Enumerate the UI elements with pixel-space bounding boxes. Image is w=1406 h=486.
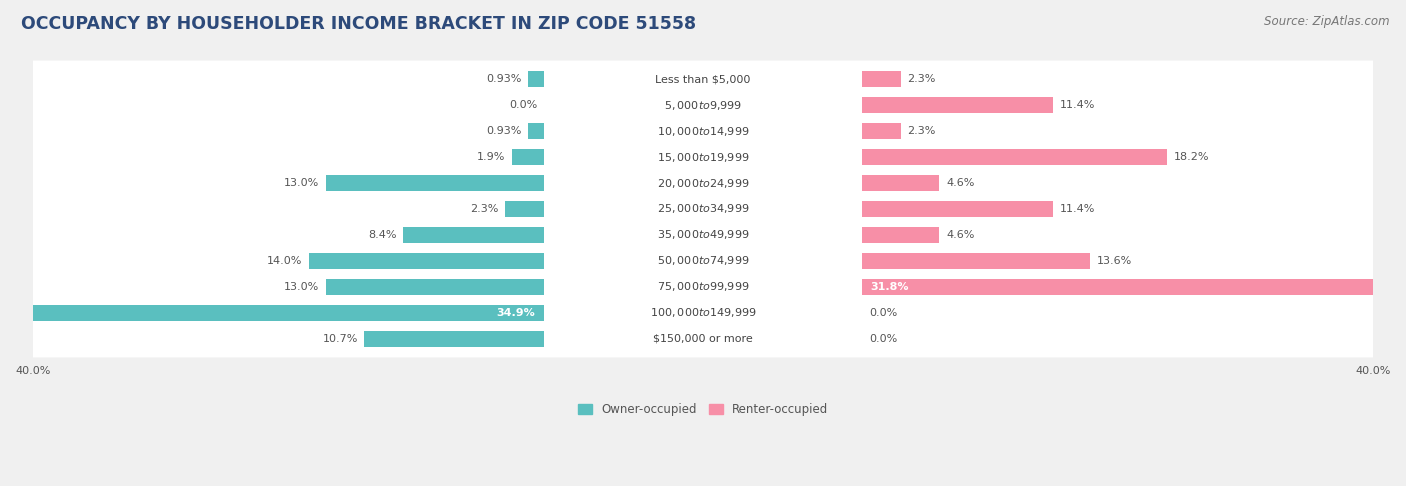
Text: $10,000 to $14,999: $10,000 to $14,999 bbox=[657, 125, 749, 138]
Text: 0.0%: 0.0% bbox=[509, 101, 537, 110]
Bar bbox=[862, 149, 1167, 165]
Text: 34.9%: 34.9% bbox=[496, 308, 536, 318]
Text: 1.9%: 1.9% bbox=[477, 152, 505, 162]
FancyBboxPatch shape bbox=[28, 112, 1378, 150]
Text: 13.6%: 13.6% bbox=[1097, 256, 1132, 266]
FancyBboxPatch shape bbox=[28, 294, 1378, 331]
Text: 8.4%: 8.4% bbox=[368, 230, 396, 240]
Text: Source: ZipAtlas.com: Source: ZipAtlas.com bbox=[1264, 15, 1389, 28]
Bar bbox=[0, 305, 544, 321]
Text: 0.0%: 0.0% bbox=[869, 333, 897, 344]
Text: OCCUPANCY BY HOUSEHOLDER INCOME BRACKET IN ZIP CODE 51558: OCCUPANCY BY HOUSEHOLDER INCOME BRACKET … bbox=[21, 15, 696, 33]
Bar bbox=[512, 149, 544, 165]
Bar bbox=[862, 201, 1053, 217]
Text: 11.4%: 11.4% bbox=[1060, 101, 1095, 110]
Text: 2.3%: 2.3% bbox=[470, 204, 499, 214]
Bar bbox=[862, 97, 1053, 113]
Text: $75,000 to $99,999: $75,000 to $99,999 bbox=[657, 280, 749, 293]
Bar bbox=[862, 123, 901, 139]
Text: 2.3%: 2.3% bbox=[907, 74, 936, 85]
Bar bbox=[529, 123, 544, 139]
Text: 31.8%: 31.8% bbox=[870, 282, 910, 292]
Text: 18.2%: 18.2% bbox=[1174, 152, 1209, 162]
Text: 0.93%: 0.93% bbox=[486, 74, 522, 85]
Text: $20,000 to $24,999: $20,000 to $24,999 bbox=[657, 176, 749, 190]
Bar bbox=[364, 330, 544, 347]
Text: $15,000 to $19,999: $15,000 to $19,999 bbox=[657, 151, 749, 164]
Text: $35,000 to $49,999: $35,000 to $49,999 bbox=[657, 228, 749, 242]
Bar bbox=[309, 253, 544, 269]
Text: 4.6%: 4.6% bbox=[946, 178, 974, 188]
Text: $50,000 to $74,999: $50,000 to $74,999 bbox=[657, 254, 749, 267]
FancyBboxPatch shape bbox=[28, 190, 1378, 228]
Text: 4.6%: 4.6% bbox=[946, 230, 974, 240]
Bar bbox=[404, 227, 544, 243]
Text: $5,000 to $9,999: $5,000 to $9,999 bbox=[664, 99, 742, 112]
Bar bbox=[862, 175, 939, 191]
FancyBboxPatch shape bbox=[28, 139, 1378, 176]
FancyBboxPatch shape bbox=[28, 164, 1378, 202]
Text: 10.7%: 10.7% bbox=[322, 333, 357, 344]
Bar bbox=[862, 227, 939, 243]
FancyBboxPatch shape bbox=[28, 61, 1378, 98]
FancyBboxPatch shape bbox=[28, 87, 1378, 124]
Text: Less than $5,000: Less than $5,000 bbox=[655, 74, 751, 85]
Text: 14.0%: 14.0% bbox=[267, 256, 302, 266]
FancyBboxPatch shape bbox=[28, 268, 1378, 306]
Text: 13.0%: 13.0% bbox=[284, 282, 319, 292]
Legend: Owner-occupied, Renter-occupied: Owner-occupied, Renter-occupied bbox=[572, 399, 834, 421]
FancyBboxPatch shape bbox=[28, 216, 1378, 254]
Text: $25,000 to $34,999: $25,000 to $34,999 bbox=[657, 203, 749, 215]
Text: 11.4%: 11.4% bbox=[1060, 204, 1095, 214]
FancyBboxPatch shape bbox=[28, 320, 1378, 357]
Bar bbox=[862, 278, 1395, 295]
Bar bbox=[505, 201, 544, 217]
Text: 2.3%: 2.3% bbox=[907, 126, 936, 136]
Text: 0.93%: 0.93% bbox=[486, 126, 522, 136]
Text: $150,000 or more: $150,000 or more bbox=[654, 333, 752, 344]
Bar bbox=[862, 253, 1090, 269]
Bar bbox=[862, 71, 901, 87]
Text: 0.0%: 0.0% bbox=[869, 308, 897, 318]
FancyBboxPatch shape bbox=[28, 242, 1378, 280]
Bar bbox=[529, 71, 544, 87]
Text: 13.0%: 13.0% bbox=[284, 178, 319, 188]
Text: $100,000 to $149,999: $100,000 to $149,999 bbox=[650, 306, 756, 319]
Bar bbox=[326, 278, 544, 295]
Bar bbox=[326, 175, 544, 191]
